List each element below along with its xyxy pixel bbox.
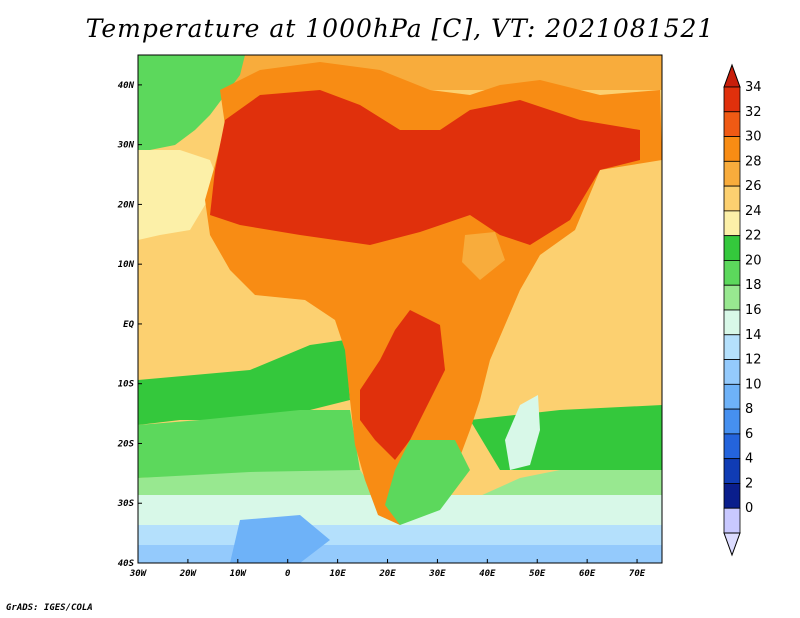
colorbar-label: 10 xyxy=(745,377,762,392)
lon-tick-label: 10W xyxy=(230,569,248,579)
lat-tick-label: 40S xyxy=(118,559,135,569)
south-blue-band xyxy=(138,545,662,563)
lon-tick-label: 30E xyxy=(428,569,446,579)
west-atlantic-warm-region xyxy=(138,150,222,240)
colorbar-swatch xyxy=(723,86,741,113)
lat-tick-label: 20S xyxy=(117,439,135,449)
colorbar-swatch xyxy=(723,507,741,534)
lat-tick-label: 30N xyxy=(117,141,135,151)
south-light-blue-band xyxy=(138,525,662,545)
colorbar-label: 18 xyxy=(745,278,762,293)
colorbar-swatch xyxy=(723,334,741,360)
south-atlantic-mid-band xyxy=(138,410,360,478)
south-light-green-band xyxy=(138,470,662,505)
atlantic-cool-region xyxy=(138,55,245,150)
colorbar-swatch xyxy=(723,111,741,137)
colorbar-label: 26 xyxy=(745,179,762,194)
colorbar-swatch xyxy=(723,210,741,237)
colorbar-label: 34 xyxy=(745,80,762,95)
colorbar-label: 2 xyxy=(745,476,753,491)
colorbar-swatch xyxy=(723,160,741,187)
colorbar-label: 16 xyxy=(745,303,762,318)
south-cool-patch xyxy=(230,515,330,563)
colorbar-label: 6 xyxy=(745,427,753,442)
colorbar-swatch xyxy=(723,408,741,435)
colorbar-label: 8 xyxy=(745,402,753,417)
colorbar-swatch xyxy=(723,185,741,212)
lon-tick-label: 60E xyxy=(579,569,596,579)
colorbar-swatch xyxy=(723,260,741,286)
ethiopian-highlands xyxy=(462,232,505,280)
lon-tick-label: 20E xyxy=(378,569,396,579)
lon-tick-label: 0 xyxy=(285,569,291,579)
colorbar-label: 24 xyxy=(745,204,762,219)
south-atlantic-green-band xyxy=(138,340,350,425)
temperature-field xyxy=(138,55,662,563)
grads-credit: GrADS: IGES/COLA xyxy=(6,603,93,613)
lon-tick-label: 10E xyxy=(329,569,346,579)
south-africa-cool-region xyxy=(385,440,470,525)
lat-tick-label: 10N xyxy=(118,260,135,270)
colorbar-label: 22 xyxy=(745,229,762,244)
lat-tick-label: 40N xyxy=(118,81,135,91)
colorbar-label: 20 xyxy=(745,253,762,268)
lon-tick-label: 20W xyxy=(179,569,198,579)
lat-tick-label: EQ xyxy=(123,320,134,330)
southern-africa-hot-region xyxy=(360,310,445,460)
madagascar xyxy=(505,395,540,470)
lon-tick-label: 40E xyxy=(479,569,496,579)
lon-tick-label: 70E xyxy=(629,569,646,579)
lon-tick-label: 50E xyxy=(529,569,546,579)
plot-frame xyxy=(137,54,663,564)
colorbar-label: 14 xyxy=(745,328,762,343)
colorbar-swatch xyxy=(723,483,741,509)
map-title: Temperature at 1000hPa [C], VT: 20210815… xyxy=(85,14,715,43)
sahara-hot-region xyxy=(210,90,640,245)
lat-tick-label: 30S xyxy=(117,499,135,509)
colorbar-label: 30 xyxy=(745,130,762,145)
lat-tick-label: 10S xyxy=(118,380,135,390)
colorbar-swatch xyxy=(723,136,741,162)
colorbar-label: 0 xyxy=(745,501,753,516)
colorbar-label: 12 xyxy=(745,353,762,368)
lat-tick-label: 20N xyxy=(117,200,135,210)
colorbar-label: 32 xyxy=(745,105,762,120)
colorbar-swatch xyxy=(723,284,741,311)
colorbar-swatch xyxy=(723,433,741,460)
colorbar-label: 28 xyxy=(745,154,762,169)
colorbar-label: 4 xyxy=(745,452,753,467)
colorbar-bottom-triangle xyxy=(723,532,741,557)
colorbar-top-triangle xyxy=(723,63,741,88)
colorbar-swatch xyxy=(723,383,741,410)
colorbar-swatch xyxy=(723,359,741,385)
colorbar-swatch xyxy=(723,235,741,261)
axis-layer: 30W 20W 10W 0 10E 20E 30E 40E 50E 60E 70E 40N 30N 20N… xyxy=(117,81,646,579)
lon-tick-label: 30W xyxy=(129,569,148,579)
colorbar-swatch xyxy=(723,309,741,336)
colorbar-swatch xyxy=(723,458,741,484)
